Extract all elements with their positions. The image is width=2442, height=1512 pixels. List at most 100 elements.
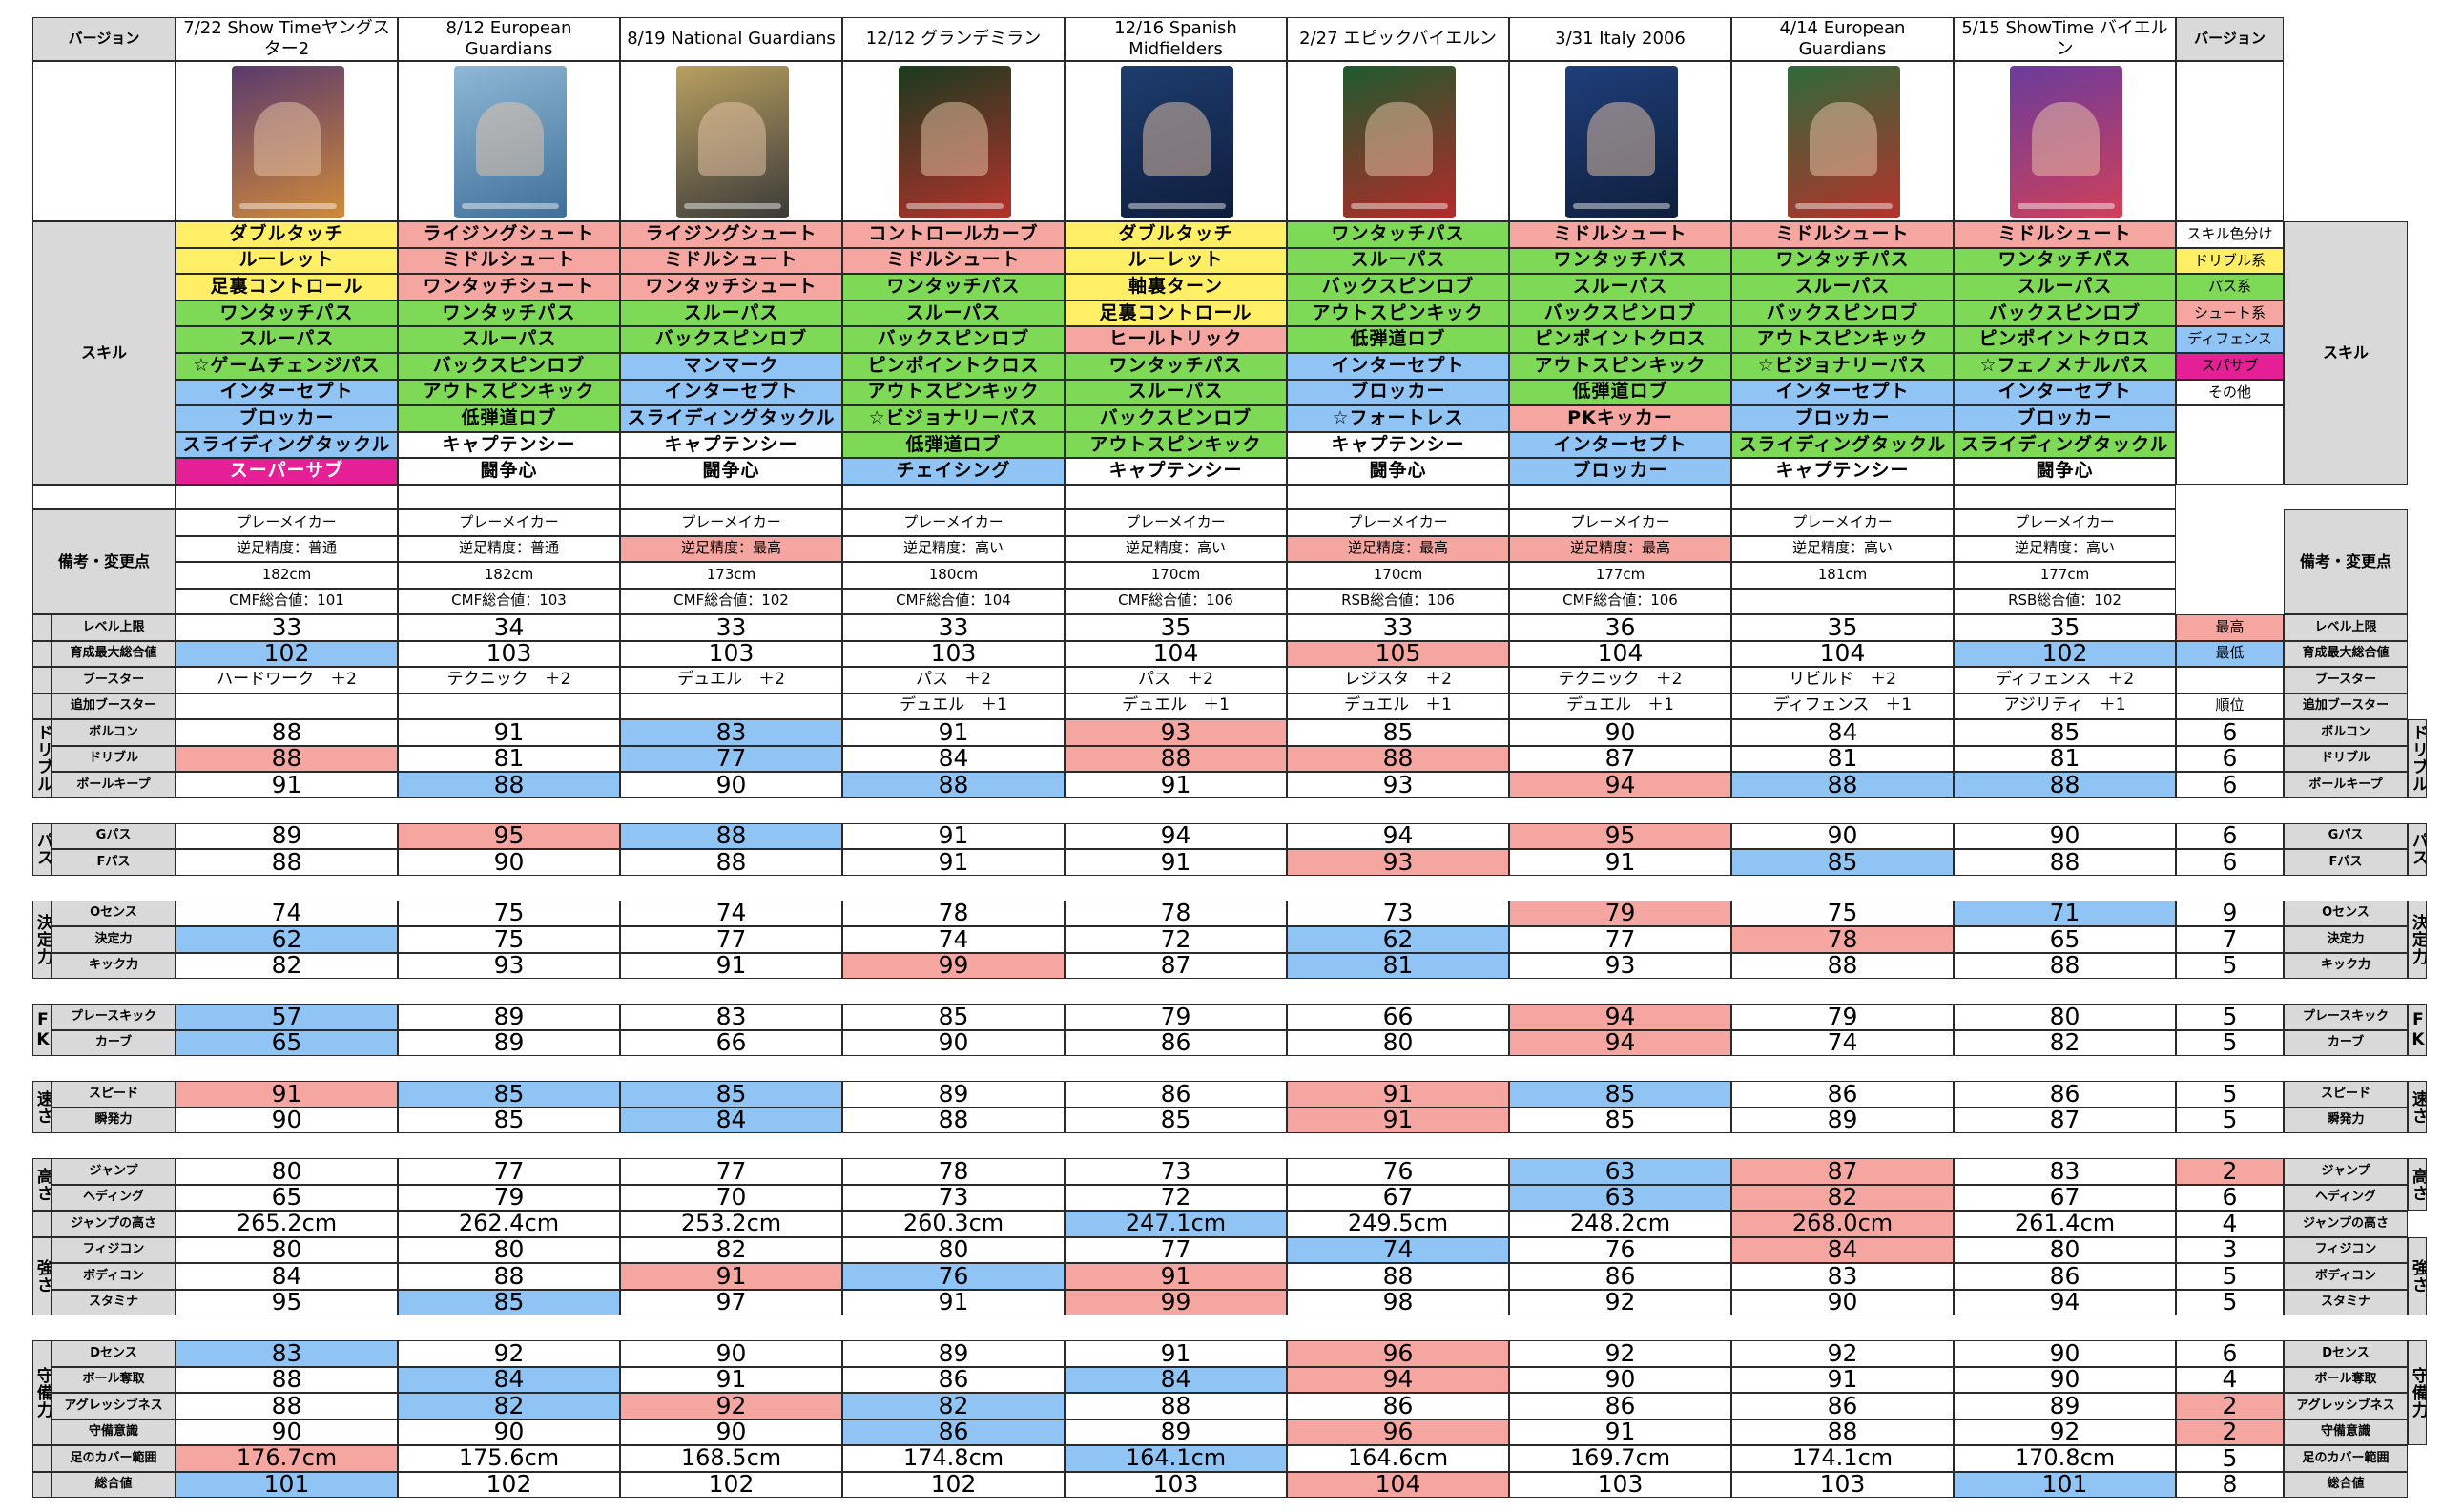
player-card-image[interactable] — [898, 66, 1011, 218]
skill-cell: ☆フォートレス — [1287, 405, 1509, 432]
player-card-image[interactable] — [1120, 66, 1233, 218]
player-card-image[interactable] — [1342, 66, 1456, 218]
stat-label-right: Gパス — [2284, 822, 2408, 849]
skill-cell: ミドルシュート — [398, 247, 620, 275]
stat-value: 77 — [398, 1158, 620, 1185]
player-card-image[interactable] — [231, 66, 344, 218]
player-card-image[interactable] — [1564, 66, 1678, 218]
stat-value: 85 — [620, 1081, 842, 1108]
skill-legend-item: シュート系 — [2176, 300, 2284, 327]
skill-cell: インターセプト — [620, 379, 842, 406]
stat-value: 169.7cm — [1509, 1445, 1731, 1472]
stat-value: 91 — [620, 1263, 842, 1290]
stat-value: 86 — [1731, 1081, 1954, 1108]
stat-value: 83 — [1731, 1263, 1954, 1290]
stat-rank: 3 — [2176, 1236, 2284, 1263]
stat-value: 75 — [1731, 900, 1954, 926]
card-image-cell — [1731, 61, 1954, 221]
stat-value: 90 — [398, 849, 620, 876]
stat-value: レジスタ ＋2 — [1287, 667, 1509, 694]
note-cell: 逆足精度：最高 — [620, 535, 842, 562]
stat-label-right: 瞬発力 — [2284, 1107, 2408, 1133]
stat-rank: 5 — [2176, 1289, 2284, 1315]
stat-group-label-right: 速さ — [2408, 1081, 2427, 1133]
stat-label: ブースター — [52, 667, 176, 694]
stat-value: 103 — [620, 640, 842, 667]
player-card-image[interactable] — [675, 66, 789, 218]
stat-label-right: レベル上限 — [2284, 614, 2408, 641]
note-cell: 177cm — [1954, 562, 2176, 589]
note-cell: 182cm — [398, 562, 620, 589]
skill-cell: 闘争心 — [1954, 458, 2176, 485]
note-cell: 逆足精度：高い — [1065, 535, 1287, 562]
stat-label-right: プレースキック — [2284, 1004, 2408, 1030]
stat-rank: 4 — [2176, 1211, 2284, 1237]
stat-value: 84 — [842, 745, 1065, 772]
stat-label-right: スピード — [2284, 1081, 2408, 1108]
skill-cell: キャプテンシー — [1287, 431, 1509, 459]
skill-legend-item: ドリブル系 — [2176, 247, 2284, 275]
stat-value: 73 — [1065, 1158, 1287, 1185]
skill-cell: アウトスピンキック — [1509, 353, 1731, 380]
stat-label-right: ボルコン — [2284, 719, 2408, 746]
skill-cell: ダブルタッチ — [176, 221, 398, 248]
skill-cell: スーパーサブ — [176, 458, 398, 485]
stat-value: 90 — [1954, 822, 2176, 849]
image-row-label — [32, 61, 176, 221]
stat-value: 33 — [620, 614, 842, 641]
spacer — [1065, 485, 1287, 509]
stat-label-right: Oセンス — [2284, 900, 2408, 926]
stat-value: 79 — [1509, 900, 1731, 926]
stat-value: パス ＋2 — [842, 667, 1065, 694]
player-figure — [921, 102, 988, 176]
stat-value: 84 — [1731, 719, 1954, 746]
stat-value: 85 — [398, 1107, 620, 1133]
note-cell: CMF総合値：106 — [1065, 588, 1287, 614]
stat-label-right: 足のカバー範囲 — [2284, 1445, 2408, 1472]
skill-cell: ヒールトリック — [1065, 326, 1287, 353]
spacer — [32, 485, 176, 509]
stat-value: 88 — [1731, 772, 1954, 798]
stat-value: 88 — [1065, 1393, 1287, 1419]
stat-value: 91 — [1065, 772, 1287, 798]
skill-cell: キャプテンシー — [620, 431, 842, 459]
stat-value: 78 — [842, 900, 1065, 926]
stat-group-label: 守備力 — [32, 1340, 52, 1445]
stat-value: 84 — [398, 1366, 620, 1393]
skill-cell: コントロールカーブ — [842, 221, 1065, 248]
card-emblem-bar — [683, 203, 781, 209]
stat-group-label: 決定力 — [32, 900, 52, 979]
skill-legend-item: ディフェンス — [2176, 326, 2284, 353]
stat-value: 104 — [1731, 640, 1954, 667]
stat-value: 74 — [1731, 1029, 1954, 1056]
stat-value: 92 — [1509, 1289, 1731, 1315]
stat-value: 93 — [1065, 719, 1287, 746]
stat-rank: 5 — [2176, 1004, 2284, 1030]
skill-cell: キャプテンシー — [398, 431, 620, 459]
skill-legend-item: その他 — [2176, 379, 2284, 406]
stat-label: ボディコン — [52, 1263, 176, 1290]
stat-value: 265.2cm — [176, 1211, 398, 1237]
stat-value: 96 — [1287, 1419, 1509, 1445]
stat-value: 88 — [842, 772, 1065, 798]
skill-cell: ダブルタッチ — [1065, 221, 1287, 248]
stat-value: 91 — [620, 952, 842, 979]
note-cell: プレーメイカー — [1954, 509, 2176, 536]
player-card-image[interactable] — [2009, 66, 2122, 218]
stat-value: 86 — [1065, 1081, 1287, 1108]
stat-rank: 5 — [2176, 1263, 2284, 1290]
skill-cell: インターセプト — [1287, 353, 1509, 380]
note-cell: CMF総合値：106 — [1509, 588, 1731, 614]
player-card-image[interactable] — [453, 66, 567, 218]
player-card-image[interactable] — [1787, 66, 1900, 218]
stat-value: 88 — [176, 1366, 398, 1393]
spacer — [842, 485, 1065, 509]
stat-value: 102 — [620, 1471, 842, 1498]
stat-value: 168.5cm — [620, 1445, 842, 1472]
stat-value: 89 — [842, 1340, 1065, 1367]
stat-rank: 8 — [2176, 1471, 2284, 1498]
stat-value: 91 — [1731, 1366, 1954, 1393]
note-cell: RSB総合値：106 — [1287, 588, 1509, 614]
group-blank — [32, 1445, 52, 1472]
stat-value: 80 — [842, 1236, 1065, 1263]
